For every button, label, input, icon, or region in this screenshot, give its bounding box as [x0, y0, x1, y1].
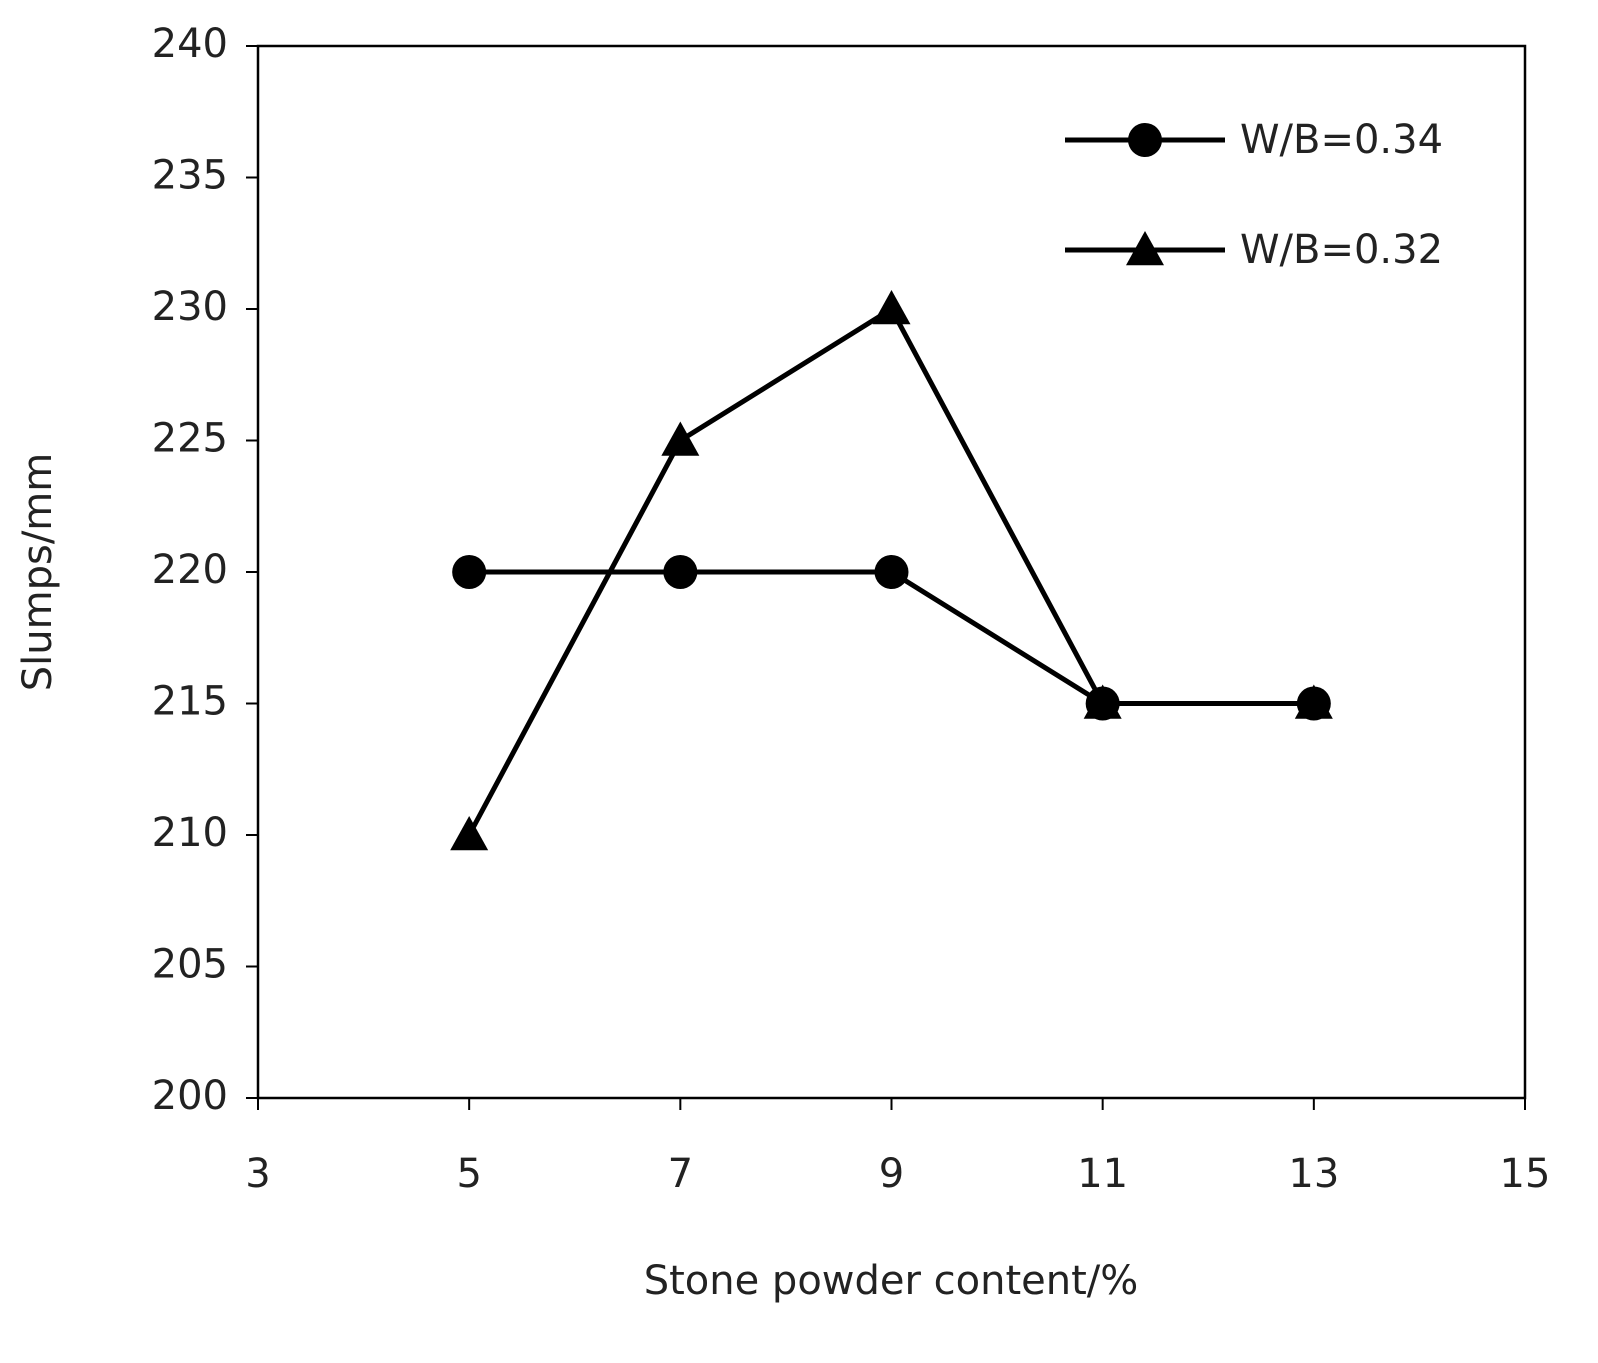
y-tick-label: 225	[152, 416, 228, 462]
marker-triangle	[1083, 684, 1122, 719]
marker-circle	[663, 555, 698, 589]
x-tick-label: 11	[1077, 1151, 1128, 1197]
marker-triangle	[450, 816, 489, 851]
x-tick-label: 7	[668, 1151, 693, 1197]
y-axis-title: Slumps/mm	[15, 453, 61, 691]
y-tick-label: 230	[152, 284, 228, 330]
y-tick-label: 215	[152, 679, 228, 725]
marker-circle	[452, 555, 487, 589]
series-line	[469, 569, 1314, 706]
legend-label: W/B=0.34	[1240, 117, 1443, 163]
y-tick-label: 220	[152, 547, 228, 593]
y-tick-label: 200	[152, 1073, 228, 1119]
marker-triangle	[661, 421, 700, 456]
y-tick-label: 205	[152, 942, 228, 988]
marker-triangle	[872, 290, 911, 325]
y-tick-label: 210	[152, 810, 228, 856]
x-tick-label: 9	[879, 1151, 904, 1197]
x-tick-label: 5	[456, 1151, 481, 1197]
marker-triangle	[1126, 231, 1164, 266]
x-tick-label: 3	[245, 1151, 270, 1197]
y-tick-label: 240	[152, 21, 228, 67]
marker-triangle	[1294, 684, 1333, 719]
legend-label: W/B=0.32	[1240, 227, 1443, 273]
marker-circle	[1128, 123, 1162, 157]
x-tick-label: 15	[1500, 1151, 1551, 1197]
marker-circle	[874, 555, 909, 589]
x-tick-label: 13	[1288, 1151, 1339, 1197]
x-axis-title: Stone powder content/%	[644, 1258, 1139, 1304]
y-tick-label: 235	[152, 153, 228, 199]
